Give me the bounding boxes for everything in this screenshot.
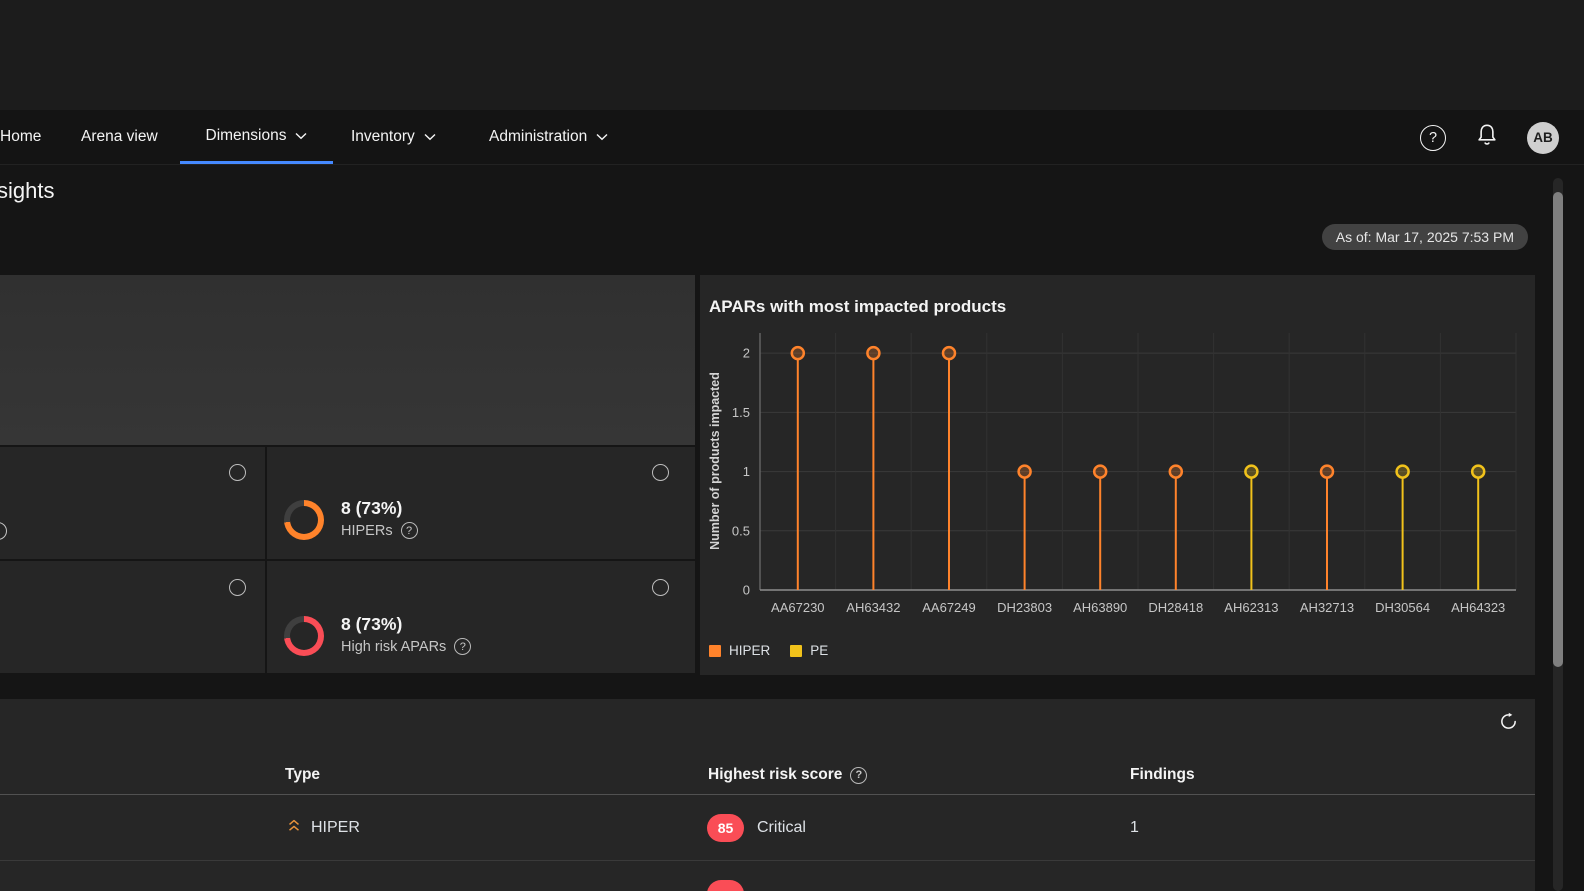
lollipop-marker[interactable] — [1019, 466, 1031, 478]
x-tick-label: AH63432 — [846, 600, 900, 615]
hipers-donut-chart — [284, 500, 324, 540]
x-tick-label: DH30564 — [1375, 600, 1430, 615]
apars-chart-card: APARs with most impacted products Number… — [700, 275, 1535, 675]
high-risk-apars-value: 8 (73%) — [341, 614, 471, 635]
lollipop-marker[interactable] — [1397, 466, 1409, 478]
help-icon[interactable]: ? — [401, 522, 418, 539]
tile-radio[interactable] — [229, 579, 246, 596]
priority-double-chevron-icon — [287, 818, 301, 838]
nav-tab-administration[interactable]: Administration — [489, 110, 608, 164]
notifications-button[interactable] — [1473, 124, 1501, 152]
cell-findings: 1 — [1130, 795, 1139, 861]
legend-swatch — [709, 645, 721, 657]
hipers-label: HIPERs — [341, 523, 393, 539]
legend-swatch — [790, 645, 802, 657]
lollipop-marker[interactable] — [1472, 466, 1484, 478]
lollipop-marker[interactable] — [867, 347, 879, 359]
help-icon[interactable]: ? — [850, 767, 867, 784]
nav-tab-label: Dimensions — [206, 127, 287, 145]
y-tick-label: 0.5 — [732, 523, 750, 538]
as-of-timestamp-badge: As of: Mar 17, 2025 7:53 PM — [1322, 224, 1528, 250]
metric-tile-truncated-2[interactable] — [0, 561, 265, 673]
nav-tab-label: Arena view — [81, 128, 158, 146]
column-header-highest-risk-score[interactable]: Highest risk score ? — [708, 755, 867, 795]
x-tick-label: DH23803 — [997, 600, 1052, 615]
x-tick-label: AH63890 — [1073, 600, 1127, 615]
table-header-row: Type Highest risk score ? Findings — [0, 755, 1535, 795]
legend-item-hiper[interactable]: HIPER — [709, 643, 770, 658]
lollipop-marker[interactable] — [792, 347, 804, 359]
high-risk-apars-label: High risk APARs — [341, 639, 446, 655]
dashboard-page: Home Arena view Dimensions Inventory Adm… — [0, 0, 1584, 891]
help-button[interactable]: ? — [1419, 124, 1447, 152]
chevron-down-icon — [596, 128, 608, 146]
top-strip — [0, 0, 1584, 110]
lollipop-marker[interactable] — [1094, 466, 1106, 478]
legend-label: HIPER — [729, 643, 770, 658]
column-header-type[interactable]: Type — [285, 755, 320, 795]
risk-score-badge-partial — [707, 880, 744, 891]
metric-tile-high-risk-apars[interactable]: 8 (73%) High risk APARs ? — [267, 561, 695, 673]
lollipop-marker[interactable] — [1321, 466, 1333, 478]
nav-tab-inventory[interactable]: Inventory — [351, 110, 436, 164]
main-navbar: Home Arena view Dimensions Inventory Adm… — [0, 110, 1584, 165]
refresh-icon — [1499, 712, 1518, 736]
legend-label: PE — [810, 643, 828, 658]
cell-severity: Critical — [757, 819, 806, 837]
table-row-partial[interactable] — [0, 861, 1535, 891]
chart-title: APARs with most impacted products — [709, 297, 1006, 317]
findings-section: Type Highest risk score ? Findings HIPER… — [0, 699, 1535, 891]
summary-tile-selected[interactable] — [0, 275, 695, 445]
nav-tab-label: Administration — [489, 128, 587, 146]
x-tick-label: AH64323 — [1451, 600, 1505, 615]
column-header-findings[interactable]: Findings — [1130, 755, 1195, 795]
y-tick-label: 1.5 — [732, 405, 750, 420]
user-avatar[interactable]: AB — [1527, 122, 1559, 154]
chart-legend: HIPER PE — [709, 643, 828, 658]
x-tick-label: AA67249 — [922, 600, 976, 615]
lollipop-marker[interactable] — [1245, 466, 1257, 478]
metric-tile-truncated-1[interactable] — [0, 447, 265, 559]
cell-type: HIPER — [311, 819, 360, 837]
hipers-value: 8 (73%) — [341, 498, 418, 519]
navbar-actions: ? AB — [1419, 110, 1584, 165]
risk-score-badge: 85 — [707, 814, 744, 842]
nav-tab-label: Inventory — [351, 128, 415, 146]
metric-tile-hipers[interactable]: 8 (73%) HIPERs ? — [267, 447, 695, 559]
lollipop-marker[interactable] — [943, 347, 955, 359]
help-icon: ? — [1420, 125, 1446, 151]
y-tick-label: 0 — [743, 583, 750, 598]
tile-radio[interactable] — [652, 579, 669, 596]
chevron-down-icon — [424, 128, 436, 146]
chart-y-axis-label: Number of products impacted — [708, 331, 724, 591]
scrollbar-thumb[interactable] — [1553, 192, 1563, 667]
x-tick-label: AA67230 — [771, 600, 825, 615]
tile-radio[interactable] — [652, 464, 669, 481]
tile-radio[interactable] — [229, 464, 246, 481]
page-title: sights — [0, 178, 54, 204]
nav-tab-home[interactable]: Home — [0, 110, 41, 164]
x-tick-label: AH62313 — [1224, 600, 1278, 615]
nav-tab-arena-view[interactable]: Arena view — [81, 110, 158, 164]
bell-icon — [1476, 123, 1498, 152]
refresh-button[interactable] — [1496, 712, 1520, 736]
y-tick-label: 1 — [743, 464, 750, 479]
x-tick-label: DH28418 — [1148, 600, 1203, 615]
help-icon[interactable]: ? — [454, 638, 471, 655]
nav-tab-dimensions[interactable]: Dimensions — [180, 110, 333, 164]
help-icon-partial — [0, 522, 7, 540]
chevron-down-icon — [295, 127, 307, 145]
table-row[interactable]: HIPER 85 Critical 1 — [0, 795, 1535, 861]
high-risk-apars-donut-chart — [284, 616, 324, 656]
legend-item-pe[interactable]: PE — [790, 643, 828, 658]
x-tick-label: AH32713 — [1300, 600, 1354, 615]
y-tick-label: 2 — [743, 346, 750, 361]
lollipop-marker[interactable] — [1170, 466, 1182, 478]
nav-tab-label: Home — [0, 128, 41, 146]
lollipop-chart: 0 0.5 1 1.5 2 AA67230 AH63432 AA67249 DH23803 AH6… — [700, 275, 1535, 675]
